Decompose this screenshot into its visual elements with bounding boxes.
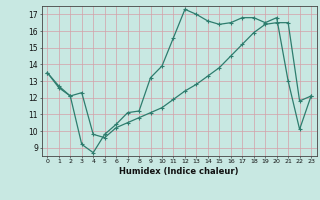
X-axis label: Humidex (Indice chaleur): Humidex (Indice chaleur) bbox=[119, 167, 239, 176]
